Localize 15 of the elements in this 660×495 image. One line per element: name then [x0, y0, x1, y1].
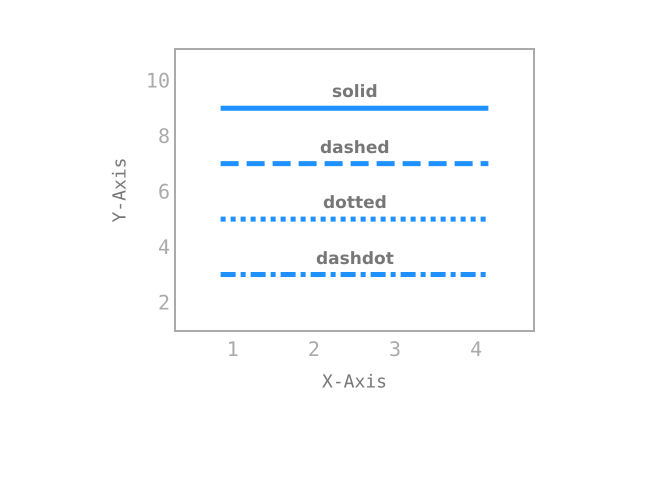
x-tick-label: 2 — [308, 337, 320, 361]
x-tick-label: 4 — [470, 337, 482, 361]
y-axis-title: Y-Axis — [110, 157, 131, 223]
y-tick-label: 4 — [158, 234, 170, 259]
y-tick-label: 6 — [158, 179, 170, 204]
series-label: solid — [332, 82, 378, 102]
x-axis-title: X-Axis — [322, 372, 388, 393]
x-tick-label: 3 — [389, 337, 402, 361]
series-label: dotted — [323, 193, 387, 213]
series-label: dashed — [320, 138, 390, 158]
y-tick-label: 10 — [146, 68, 170, 92]
series-label: dashdot — [316, 249, 394, 269]
y-tick-label: 2 — [158, 290, 170, 314]
y-tick-label: 8 — [158, 124, 170, 148]
x-tick-label: 1 — [226, 337, 239, 361]
